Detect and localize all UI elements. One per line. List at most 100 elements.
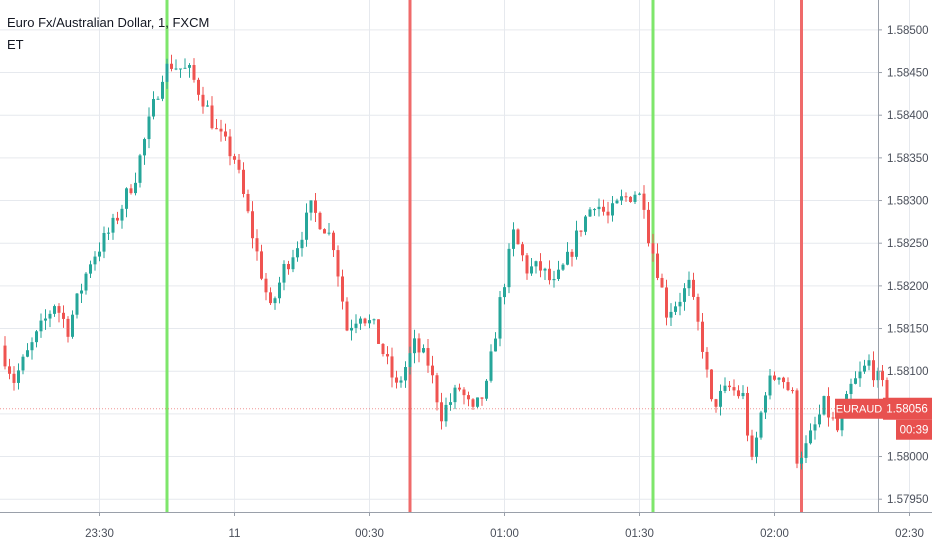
candle-body: [395, 377, 398, 383]
candle-down: [795, 388, 799, 469]
candle-body: [57, 306, 61, 313]
candle-body: [143, 139, 146, 156]
price-tick-label: 1.58000: [887, 452, 929, 464]
candle-body: [80, 290, 83, 294]
candle-up: [98, 242, 101, 262]
candle-body: [170, 63, 173, 69]
candle-up: [620, 189, 623, 205]
candle-down: [386, 346, 389, 365]
candle-up: [800, 451, 803, 470]
candle-up: [120, 204, 124, 229]
candle-down: [606, 201, 610, 224]
candle-down: [210, 96, 214, 130]
price-badge-value: 1.58056: [886, 404, 928, 416]
candle-down: [521, 241, 524, 262]
candle-body: [584, 216, 587, 232]
candle-body: [836, 418, 839, 431]
candle-body: [188, 65, 191, 68]
time-tick-label: 02:30: [895, 528, 924, 540]
candle-body: [813, 424, 817, 431]
candle-up: [71, 310, 74, 339]
candle-down: [881, 364, 884, 387]
candle-down: [872, 351, 875, 387]
candle-body: [728, 385, 731, 388]
candle-body: [687, 279, 691, 289]
candle-body: [53, 306, 56, 314]
candle-up: [354, 314, 358, 334]
candle-up: [764, 392, 767, 420]
candle-down: [395, 370, 398, 389]
candle-up: [633, 191, 637, 204]
candle-body: [854, 378, 857, 384]
candle-body: [548, 268, 551, 281]
candle-body: [462, 389, 466, 396]
price-tick-label: 1.58350: [887, 153, 929, 165]
candle-body: [305, 212, 308, 240]
candle-body: [165, 63, 169, 82]
candle-down: [287, 260, 290, 275]
candle-body: [453, 387, 457, 403]
candle-body: [125, 188, 128, 209]
candle-up: [291, 249, 295, 273]
candle-body: [12, 373, 16, 383]
candle-body: [449, 402, 452, 405]
candle-body: [147, 116, 151, 140]
candle-down: [246, 189, 250, 214]
candle-up: [449, 393, 452, 411]
time-tick-label: 23:30: [85, 528, 114, 540]
candle-down: [381, 343, 385, 357]
candle-body: [174, 68, 178, 70]
candle-body: [575, 230, 578, 257]
candle-body: [314, 200, 317, 213]
indicator-label: ET: [7, 37, 24, 52]
candle-body: [417, 338, 421, 353]
candle-up: [206, 100, 209, 107]
candle-body: [552, 278, 556, 281]
candle-body: [323, 229, 326, 234]
candle-body: [224, 131, 227, 137]
candle-body: [696, 296, 700, 322]
chart-legend: Euro Fx/Australian Dollar, 1, FXCM ET: [7, 12, 209, 56]
candle-body: [404, 367, 407, 381]
candle-body: [296, 248, 299, 258]
candle-body: [93, 256, 97, 265]
candle-body: [480, 397, 484, 399]
candle-down: [255, 229, 259, 261]
candle-up: [674, 301, 677, 315]
candle-body: [476, 397, 479, 407]
candle-body: [440, 402, 443, 422]
candle-body: [336, 250, 340, 277]
candle-up: [165, 58, 169, 89]
candle-up: [26, 343, 29, 358]
candle-body: [399, 380, 403, 383]
candle-body: [71, 314, 74, 337]
candle-up: [593, 208, 596, 216]
candle-down: [642, 185, 646, 219]
candle-body: [494, 338, 497, 352]
candle-down: [224, 123, 227, 141]
candle-up: [300, 231, 304, 257]
candle-down: [341, 269, 344, 310]
candle-down: [3, 336, 7, 370]
candle-down: [647, 202, 650, 247]
candle-body: [179, 68, 182, 70]
candle-body: [138, 155, 142, 183]
candle-body: [116, 217, 119, 221]
candle-body: [872, 360, 875, 381]
candle-body: [129, 188, 133, 194]
candle-body: [849, 383, 853, 395]
candle-body: [278, 282, 281, 299]
candle-body: [683, 288, 686, 302]
candle-body: [620, 196, 623, 201]
candle-body: [345, 301, 349, 331]
candle-body: [219, 128, 223, 132]
candle-up: [561, 263, 565, 271]
candle-body: [233, 156, 236, 160]
candle-up: [818, 404, 821, 428]
candle-up: [723, 377, 727, 394]
time-tick-label: 02:00: [760, 528, 789, 540]
candle-body: [291, 257, 295, 270]
candle-up: [282, 260, 286, 291]
candle-body: [8, 366, 11, 374]
